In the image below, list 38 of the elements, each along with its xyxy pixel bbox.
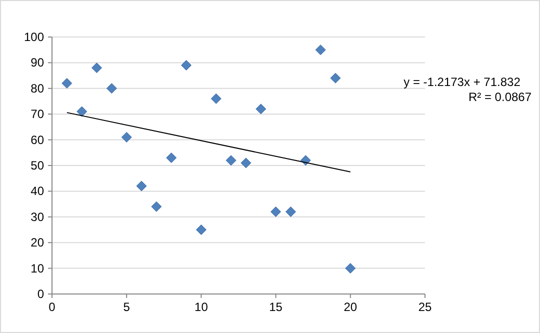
point bbox=[76, 106, 88, 117]
point bbox=[92, 62, 102, 74]
point bbox=[106, 83, 117, 94]
y-tick-label: 100 bbox=[24, 30, 44, 44]
x-tick-label: 5 bbox=[123, 300, 130, 314]
annotation: y = -1.2173x + 71.832 bbox=[404, 75, 521, 89]
point bbox=[166, 152, 177, 164]
x-tick-label: 15 bbox=[269, 300, 283, 314]
y-tick-label: 30 bbox=[30, 210, 44, 224]
point bbox=[330, 72, 341, 84]
point bbox=[62, 78, 72, 89]
y-tick-label: 90 bbox=[30, 56, 44, 70]
point bbox=[226, 155, 236, 166]
text: R² = 0.0867 bbox=[468, 90, 532, 104]
point bbox=[151, 201, 162, 212]
y-tick-label: 20 bbox=[30, 236, 44, 250]
y-tick-label: 0 bbox=[37, 287, 44, 301]
x-tick-label: 25 bbox=[418, 300, 432, 314]
y-tick-label: 80 bbox=[30, 81, 44, 96]
x-tick-label: 20 bbox=[344, 300, 358, 314]
y-tick-label: 70 bbox=[30, 107, 44, 122]
point bbox=[285, 206, 296, 218]
point bbox=[181, 60, 192, 71]
y-tick-label: 10 bbox=[30, 261, 44, 276]
point bbox=[256, 104, 266, 114]
point bbox=[345, 263, 356, 274]
y-tick-label: 50 bbox=[30, 158, 44, 172]
point bbox=[196, 224, 206, 235]
point bbox=[136, 180, 147, 192]
y-tick-label: 60 bbox=[30, 132, 44, 147]
point bbox=[270, 206, 282, 218]
point bbox=[121, 132, 132, 142]
point bbox=[240, 158, 252, 168]
point bbox=[210, 93, 222, 104]
x-tick-label: 10 bbox=[194, 300, 208, 314]
x-tick-label: 0 bbox=[48, 300, 56, 314]
y-tick-label: 40 bbox=[30, 184, 44, 198]
point bbox=[315, 44, 326, 56]
